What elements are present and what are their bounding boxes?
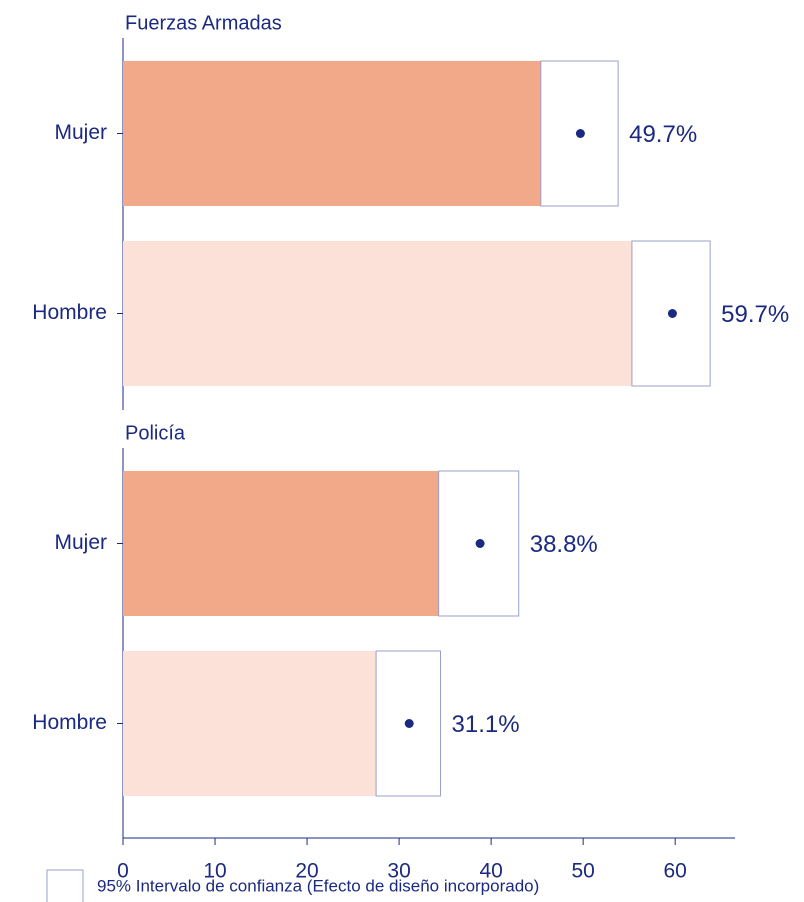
legend-swatch [46,869,84,902]
value-label: 59.7% [721,301,789,328]
bar [123,651,377,796]
y-tick-label: Mujer [54,531,107,554]
x-tick-label: 40 [479,860,502,883]
value-label: 31.1% [452,711,520,738]
y-tick-label: Hombre [32,711,107,734]
x-tick-label: 60 [664,860,687,883]
bar [123,471,439,616]
point [475,539,485,548]
x-tick-label: 0 [117,860,129,883]
x-tick-label: 10 [203,860,226,883]
point [667,309,677,318]
panel-title: Fuerzas Armadas [125,12,282,34]
y-tick-label: Hombre [32,301,107,324]
legend-label: 95% Intervalo de confianza (Efecto de di… [97,876,539,895]
point [404,719,414,728]
x-tick-label: 50 [571,860,594,883]
value-label: 38.8% [530,531,598,558]
x-tick-label: 20 [295,860,318,883]
bar [123,61,541,206]
x-tick-label: 30 [387,860,410,883]
bar [123,241,632,386]
value-label: 49.7% [629,121,697,148]
y-tick-label: Mujer [54,121,107,144]
panel-title: Policía [125,422,186,444]
point [575,129,585,138]
